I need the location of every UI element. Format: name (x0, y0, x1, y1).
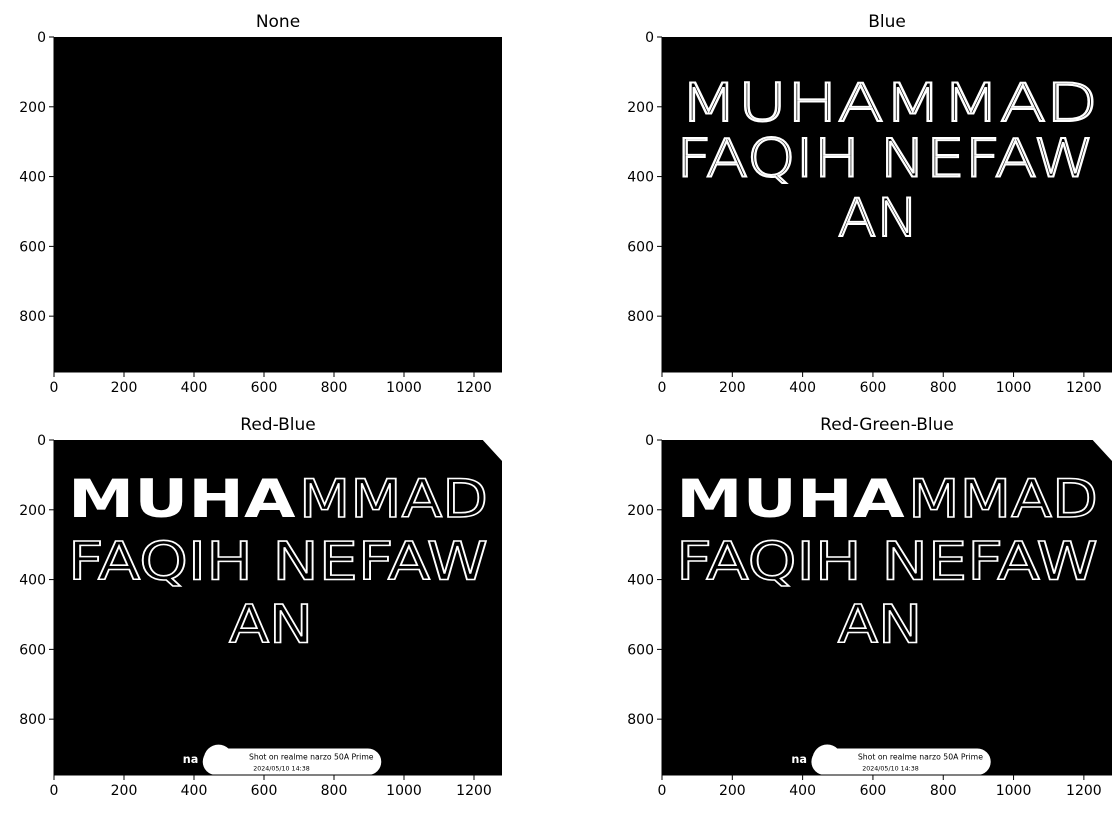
y-tick-label: 400 (627, 573, 654, 589)
y-tick-label: 800 (627, 712, 654, 728)
x-tick-label: 800 (930, 380, 957, 396)
handwriting-line-1-thin: MMAD (908, 469, 1098, 530)
watermark-brand: na (183, 753, 199, 766)
handwriting-line-1-bold: MUHA (676, 469, 905, 530)
y-tick-label: 800 (19, 309, 46, 325)
x-tick-label: 600 (251, 380, 278, 396)
x-tick-label: 1200 (1066, 783, 1102, 799)
handwriting-line-1-bold: MUHA (68, 469, 296, 530)
x-tick-label: 400 (789, 380, 816, 396)
image-area (662, 440, 1112, 775)
handwriting-line-1-thin: MMAD (299, 469, 488, 530)
image-area (662, 37, 1112, 372)
watermark-line-1: Shot on realme narzo 50A Prime (249, 752, 374, 761)
subplot-title: None (256, 12, 300, 32)
x-tick-label: 200 (719, 783, 746, 799)
image-area (54, 440, 502, 775)
x-tick-label: 0 (50, 380, 59, 396)
x-tick-label: 600 (251, 783, 278, 799)
image-area (54, 37, 502, 372)
subplot-title: Red-Blue (240, 415, 315, 435)
y-tick-label: 200 (627, 503, 654, 519)
watermark-line-1: Shot on realme narzo 50A Prime (858, 752, 983, 761)
watermark-line-2: 2024/05/10 14:38 (253, 765, 309, 772)
x-tick-label: 800 (321, 380, 348, 396)
y-tick-label: 400 (19, 170, 46, 186)
handwriting-line-3: AN (838, 188, 919, 249)
x-tick-label: 600 (860, 783, 887, 799)
x-tick-label: 800 (930, 783, 957, 799)
y-tick-label: 400 (19, 573, 46, 589)
watermark-line-2: 2024/05/10 14:38 (862, 765, 919, 772)
x-tick-label: 1000 (386, 380, 422, 396)
handwriting-line-1: MUHAMMAD (680, 73, 1098, 134)
x-tick-label: 200 (111, 380, 138, 396)
corner-highlight (482, 440, 502, 461)
x-tick-label: 0 (658, 783, 667, 799)
handwriting-line-2: FAQIH NEFAW (676, 532, 1098, 593)
x-tick-label: 1000 (996, 380, 1032, 396)
watermark-circle (203, 744, 234, 774)
x-tick-label: 400 (181, 380, 208, 396)
x-tick-label: 0 (50, 783, 59, 799)
x-tick-label: 1200 (456, 380, 492, 396)
x-tick-label: 1200 (1066, 380, 1102, 396)
y-tick-label: 0 (37, 30, 46, 46)
x-tick-label: 600 (860, 380, 887, 396)
y-tick-label: 600 (19, 239, 46, 255)
subplot-1: None 0 200 400 600 800 1000 1200 0 200 400 600 800 (19, 12, 502, 396)
subplot-title: Blue (868, 12, 906, 32)
y-tick-label: 0 (37, 433, 46, 449)
handwriting-line-3: AN (229, 594, 313, 655)
camera-watermark: na Shot on realme narzo 50A Prime 2024/05/… (791, 744, 991, 775)
y-tick-label: 600 (19, 642, 46, 658)
y-tick-label: 400 (627, 170, 654, 186)
y-tick-label: 200 (19, 503, 46, 519)
y-tick-label: 600 (627, 239, 654, 255)
y-tick-label: 800 (627, 309, 654, 325)
subplot-title: Red-Green-Blue (820, 415, 954, 435)
y-tick-label: 0 (645, 30, 654, 46)
x-tick-label: 400 (789, 783, 816, 799)
y-tick-label: 800 (19, 712, 46, 728)
handwriting-line-2: FAQIH NEFAW (68, 532, 488, 593)
y-tick-label: 600 (627, 642, 654, 658)
handwriting-line-3: AN (838, 594, 922, 655)
x-tick-label: 200 (111, 783, 138, 799)
watermark-pill (202, 748, 382, 775)
x-tick-label: 200 (719, 380, 746, 396)
x-tick-label: 400 (181, 783, 208, 799)
camera-watermark: na Shot on realme narzo 50A Prime 2024/05/… (183, 744, 382, 775)
y-tick-label: 200 (627, 100, 654, 116)
y-tick-label: 200 (19, 100, 46, 116)
x-tick-label: 1000 (996, 783, 1032, 799)
x-tick-label: 0 (658, 380, 667, 396)
watermark-circle (812, 744, 842, 775)
x-tick-label: 1000 (386, 783, 422, 799)
handwriting-line-2: FAQIH NEFAW (676, 129, 1094, 190)
corner-highlight (1092, 440, 1112, 461)
x-tick-label: 800 (321, 783, 348, 799)
watermark-brand: na (791, 753, 807, 766)
watermark-pill (811, 748, 991, 775)
x-tick-label: 1200 (456, 783, 492, 799)
y-tick-label: 0 (645, 433, 654, 449)
